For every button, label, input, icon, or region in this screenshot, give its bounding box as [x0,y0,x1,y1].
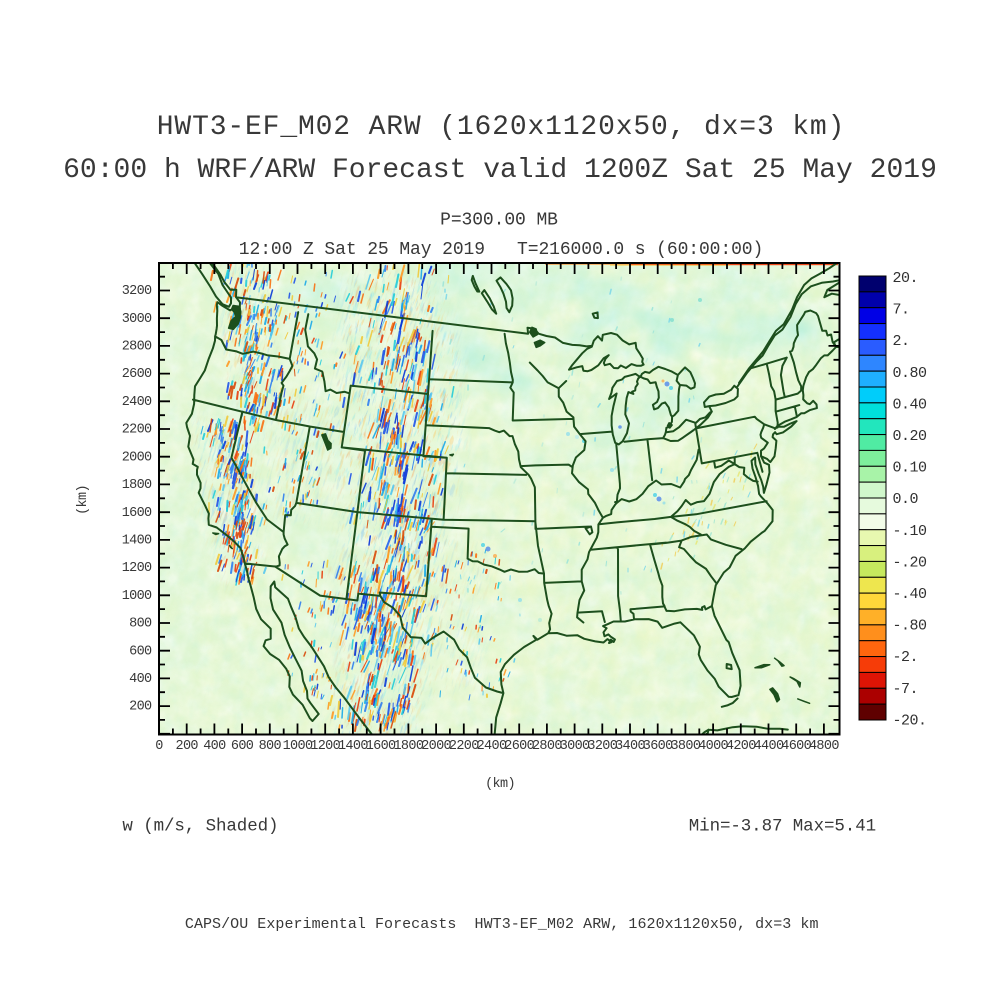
svg-text:1800: 1800 [393,739,423,754]
svg-text:4400: 4400 [754,739,784,754]
svg-text:400: 400 [129,672,152,687]
svg-text:3400: 3400 [615,739,645,754]
svg-text:2600: 2600 [504,739,534,754]
svg-text:1400: 1400 [122,533,152,548]
svg-text:3000: 3000 [122,312,152,327]
svg-text:HWT3-EF_M02 ARW (1620x1120x50,: HWT3-EF_M02 ARW (1620x1120x50, dx=3 km) [157,112,845,143]
svg-text:0.80: 0.80 [893,365,928,382]
svg-text:Min=-3.87 Max=5.41: Min=-3.87 Max=5.41 [689,816,876,836]
svg-text:4200: 4200 [726,739,756,754]
svg-text:3800: 3800 [670,739,700,754]
svg-text:2000: 2000 [421,739,451,754]
svg-text:1400: 1400 [338,739,368,754]
svg-text:4800: 4800 [809,739,839,754]
svg-text:800: 800 [259,739,282,754]
svg-text:12:00 Z Sat 25 May 2019 T=21: 12:00 Z Sat 25 May 2019 T=216000.0 s (60… [239,240,763,260]
svg-text:2200: 2200 [449,739,479,754]
svg-text:600: 600 [129,644,152,659]
svg-text:7.: 7. [893,302,910,319]
svg-text:2200: 2200 [122,423,152,438]
svg-text:CAPS/OU Experimental Forecasts: CAPS/OU Experimental Forecasts HWT3-EF_M… [185,916,819,933]
svg-text:4600: 4600 [781,739,811,754]
svg-text:2600: 2600 [122,367,152,382]
svg-text:3200: 3200 [122,284,152,299]
svg-text:-.80: -.80 [893,618,928,635]
svg-text:4000: 4000 [698,739,728,754]
svg-text:w (m/s, Shaded): w (m/s, Shaded) [122,817,278,837]
svg-text:2400: 2400 [122,395,152,410]
svg-text:0: 0 [155,739,163,754]
svg-text:1600: 1600 [366,739,396,754]
svg-text:20.: 20. [893,270,919,287]
svg-text:1200: 1200 [122,561,152,576]
svg-text:1000: 1000 [283,739,313,754]
svg-text:(km): (km) [76,485,91,515]
svg-text:1000: 1000 [122,589,152,604]
svg-text:-.40: -.40 [893,586,928,603]
svg-text:600: 600 [231,739,254,754]
svg-text:2000: 2000 [122,450,152,465]
svg-text:1200: 1200 [310,739,340,754]
svg-text:2800: 2800 [122,339,152,354]
svg-text:-.10: -.10 [893,523,928,540]
svg-text:2.: 2. [893,333,910,350]
svg-text:800: 800 [129,617,152,632]
svg-text:60:00 h WRF/ARW Forecast valid: 60:00 h WRF/ARW Forecast valid 1200Z Sat… [63,155,937,186]
svg-text:0.20: 0.20 [893,428,928,445]
svg-text:-20.: -20. [893,712,927,729]
svg-text:200: 200 [129,700,152,715]
svg-text:1600: 1600 [122,506,152,521]
svg-text:400: 400 [203,739,226,754]
svg-text:-.20: -.20 [893,554,928,571]
svg-text:3000: 3000 [560,739,590,754]
svg-text:2400: 2400 [477,739,507,754]
svg-text:0.10: 0.10 [893,460,928,477]
svg-text:(km): (km) [485,777,515,792]
svg-text:200: 200 [176,739,199,754]
svg-text:3200: 3200 [587,739,617,754]
svg-text:0.0: 0.0 [893,491,919,508]
svg-text:0.40: 0.40 [893,396,928,413]
svg-text:-7.: -7. [893,681,919,698]
svg-text:2800: 2800 [532,739,562,754]
svg-text:P=300.00 MB: P=300.00 MB [440,211,558,231]
svg-text:3600: 3600 [643,739,673,754]
svg-text:1800: 1800 [122,478,152,493]
svg-text:-2.: -2. [893,649,919,666]
